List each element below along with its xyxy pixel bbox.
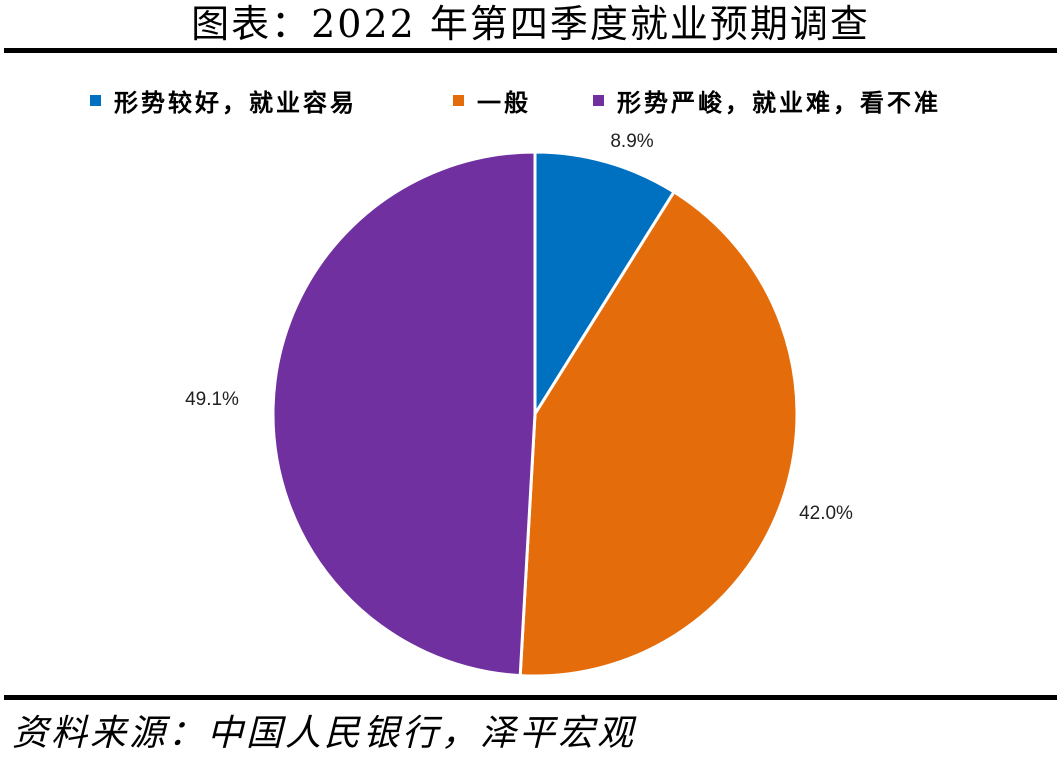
pie-data-labels: 8.9% 42.0% 49.1% [185, 131, 853, 524]
legend-item-2: 形势严峻，就业难，看不准 [593, 82, 941, 118]
legend-label-0: 形势较好，就业容易 [114, 88, 357, 117]
bottom-rule [4, 695, 1057, 700]
data-label-2: 49.1% [185, 389, 239, 410]
legend-swatch-2 [593, 94, 604, 106]
pie-slices [271, 150, 799, 678]
data-label-0: 8.9% [610, 131, 653, 152]
pie-chart: 8.9% 42.0% 49.1% [185, 131, 853, 678]
pie-slice-1 [518, 190, 799, 678]
legend-swatch-0 [90, 94, 101, 106]
source-note: 资料来源：中国人民银行，泽平宏观 [12, 713, 637, 754]
legend-item-1: 一般 [453, 82, 531, 118]
pie-slice-0 [533, 150, 676, 416]
pie-slice-2 [271, 150, 537, 678]
legend-swatch-1 [453, 94, 464, 106]
legend-label-1: 一般 [477, 88, 531, 117]
legend: 形势较好，就业容易 一般 形势严峻，就业难，看不准 [0, 82, 1061, 118]
data-label-1: 42.0% [799, 503, 853, 524]
legend-item-0: 形势较好，就业容易 [90, 82, 357, 118]
top-rule [4, 48, 1057, 53]
legend-label-2: 形势严峻，就业难，看不准 [617, 88, 941, 117]
chart-title: 图表：2022 年第四季度就业预期调查 [191, 2, 870, 46]
